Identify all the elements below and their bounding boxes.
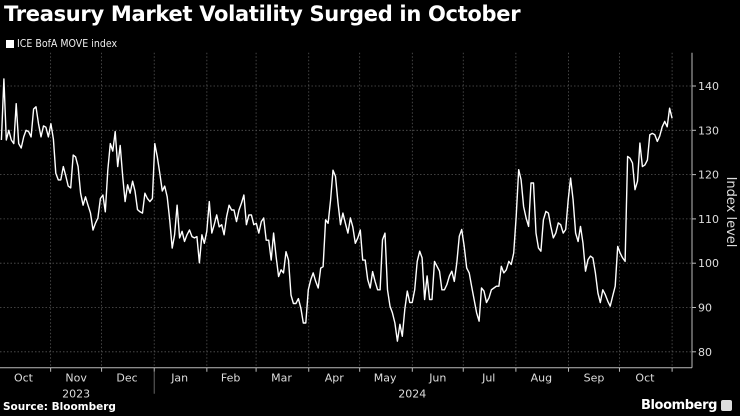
y-tick-label: 110 <box>698 213 719 226</box>
y-tick-label: 80 <box>698 346 712 359</box>
x-tick-label: Nov <box>65 372 87 385</box>
bloomberg-terminal-icon <box>721 400 732 411</box>
x-tick-label: Jan <box>170 372 188 385</box>
y-axis-label: Index level <box>723 177 738 248</box>
year-label: 2023 <box>62 388 90 401</box>
x-tick-label: Dec <box>116 372 137 385</box>
legend: ICE BofA MOVE index <box>6 38 117 50</box>
x-tick-label: Oct <box>14 372 34 385</box>
y-tick-label: 100 <box>698 257 719 270</box>
x-tick-label: Apr <box>325 372 345 385</box>
x-tick-label: Feb <box>221 372 240 385</box>
x-tick-label: May <box>374 372 397 385</box>
legend-label: ICE BofA MOVE index <box>17 38 118 50</box>
y-tick-label: 130 <box>698 124 719 137</box>
x-tick-label: Jun <box>428 372 446 385</box>
x-tick-label: Mar <box>271 372 292 385</box>
y-tick-label: 140 <box>698 80 719 93</box>
x-tick-label: Sep <box>584 372 605 385</box>
source-note: Source: Bloomberg <box>3 401 116 413</box>
y-tick-label: 120 <box>698 169 719 182</box>
chart-title: Treasury Market Volatility Surged in Oct… <box>4 2 521 26</box>
x-tick-label: Oct <box>635 372 655 385</box>
bloomberg-logo: Bloomberg <box>641 398 732 413</box>
series-line-move-index <box>0 78 673 342</box>
brand-text: Bloomberg <box>640 398 717 413</box>
legend-swatch <box>6 40 14 48</box>
x-tick-label: Jul <box>481 372 495 385</box>
y-tick-label: 90 <box>698 302 712 315</box>
x-tick-label: Aug <box>531 372 552 385</box>
year-label: 2024 <box>398 388 426 401</box>
